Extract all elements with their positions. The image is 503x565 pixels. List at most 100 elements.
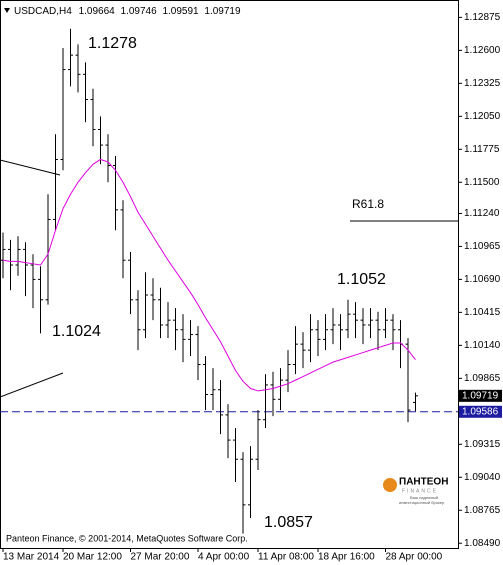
bar [405,338,411,423]
bar [218,380,223,435]
header-low: 1.09591 [162,6,199,17]
bar [353,302,358,339]
bar [233,428,238,483]
y-tick-label: 1.10415 [464,307,501,318]
price-box [459,405,502,418]
header-high: 1.09746 [121,6,158,17]
bar [128,251,133,315]
annotation: 1.1052 [337,271,386,288]
bar [38,266,43,334]
bar [53,134,58,231]
y-tick-label: 1.11775 [464,144,500,155]
logo-name: ПАНТЕОН [399,477,448,488]
bar [375,311,381,351]
annotation: 1.1024 [52,323,101,340]
logo-tagline: инвестиционный брокер [399,500,445,505]
trend-line [0,159,61,176]
x-tick-label: 28 Apr 00:00 [386,552,443,563]
bar [195,326,201,381]
bar [315,320,321,357]
x-tick-label: 18 Apr 16:00 [318,552,375,563]
bar [413,392,418,412]
header-close: 1.09719 [204,6,241,17]
copyright: Panteon Finance, © 2001-2014, MetaQuotes… [6,533,248,543]
bar [0,232,6,279]
price-box-label: 1.09719 [462,390,499,401]
bar [300,332,306,369]
logo-tagline: Ваш надежный [410,495,438,500]
y-tick-label: 1.10140 [464,340,501,351]
y-tick-label: 1.09040 [464,472,501,483]
bar [240,452,246,534]
bar [345,299,351,339]
plot-frame [0,0,459,549]
logo-icon [383,478,397,492]
bar [278,368,283,411]
y-tick-label: 1.12875 [464,12,501,23]
x-tick-label: 27 Mar 20:00 [131,552,190,563]
bar [75,44,81,93]
logo-sub: FINANCE [402,488,438,494]
bar [285,350,291,393]
annotation: R61.8 [352,197,384,211]
annotation: 1.1278 [88,35,137,52]
price-box [459,389,502,402]
bar [15,236,21,276]
y-tick-label: 1.08765 [464,505,501,516]
bar [158,287,163,339]
header-open: 1.09664 [79,6,116,17]
bar [368,308,373,339]
bar [165,302,171,339]
bar [23,242,28,297]
y-tick-label: 1.12325 [464,78,501,89]
bar [210,368,216,411]
menu-icon[interactable] [4,8,10,13]
bar [330,308,336,345]
y-tick-label: 1.12050 [464,111,501,122]
bar [135,290,141,351]
bar [248,446,253,519]
moving-average [2,158,416,392]
bar [150,278,156,321]
y-tick-label: 1.11240 [464,208,500,219]
logo: ПАНТЕОН FINANCE Ваш надежный инвестицион… [383,477,448,505]
bar [390,314,396,351]
bar [143,272,148,339]
bar [263,374,268,429]
bar [173,308,178,351]
bar [105,134,111,183]
x-tick-label: 20 Mar 12:00 [63,552,122,563]
bar [98,116,103,165]
x-tick-label: 13 Mar 2014 [3,552,60,563]
bar [188,320,193,357]
x-tick-label: 11 Apr 08:00 [258,552,314,563]
bar [30,254,36,309]
bar [308,314,313,363]
bar [60,47,66,171]
bar [90,88,96,147]
bar [383,308,388,339]
bar [360,308,366,345]
trend-line [0,372,64,398]
header: USDCAD,H4 1.09664 1.09746 1.09591 1.0971… [14,6,241,17]
bar [8,239,13,291]
bar [113,155,118,231]
bar [270,371,276,417]
symbol: USDCAD,H4 [14,6,72,17]
y-tick-label: 1.10965 [464,241,501,252]
bar [203,356,208,411]
bar [68,28,73,87]
bar [338,314,343,351]
y-tick-label: 1.12600 [464,45,501,56]
y-tick-label: 1.11500 [464,177,500,188]
bar [83,62,88,123]
bar [293,326,298,375]
y-tick-label: 1.09315 [464,439,501,450]
y-tick-label: 1.09865 [464,373,501,384]
y-tick-label: 1.08490 [464,538,501,549]
bar [180,314,186,363]
bar [120,200,126,279]
bar [225,404,231,459]
annotation: 1.0857 [264,514,313,531]
